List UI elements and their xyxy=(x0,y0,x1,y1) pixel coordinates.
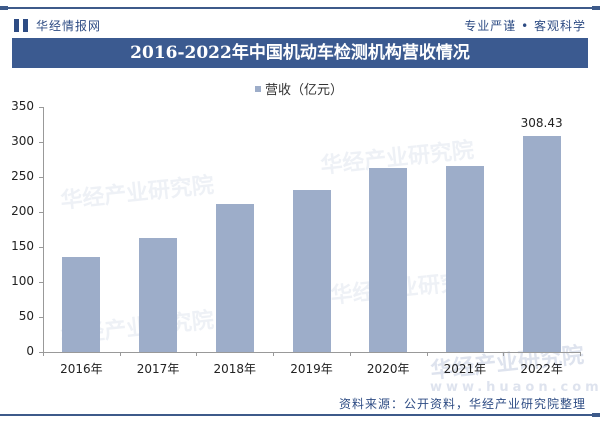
brand-logo: 华经情报网 xyxy=(14,17,101,34)
y-tick-label: 0 xyxy=(26,344,34,358)
brand-name: 华经情报网 xyxy=(36,19,102,33)
slogan: 专业严谨 • 客观科学 xyxy=(464,19,586,33)
y-tick xyxy=(39,212,43,213)
x-tick xyxy=(503,352,505,356)
x-tick-label: 2022年 xyxy=(520,362,563,376)
watermark-site: www.huaon.com xyxy=(430,380,600,395)
x-tick-label: 2021年 xyxy=(443,362,487,376)
y-axis xyxy=(43,107,44,352)
bar-2018年 xyxy=(215,204,254,352)
x-tick xyxy=(580,352,581,356)
legend-swatch-icon xyxy=(255,85,261,92)
legend-label: 营收（亿元） xyxy=(265,83,344,98)
x-tick-label: 2017年 xyxy=(136,362,180,376)
chart-title: 2016-2022年中国机动车检测机构营收情况 xyxy=(12,38,588,68)
x-tick-label: 2018年 xyxy=(213,362,257,376)
y-tick xyxy=(39,352,43,353)
y-tick-label: 50 xyxy=(18,309,34,323)
x-tick-label: 2020年 xyxy=(366,362,410,376)
x-tick-label: 2016年 xyxy=(60,362,103,376)
y-tick-label: 350 xyxy=(11,99,34,113)
top-divider xyxy=(0,6,600,10)
bar-2022年 xyxy=(522,136,561,352)
legend: 营收（亿元） xyxy=(255,79,343,98)
x-tick xyxy=(43,352,44,356)
bottom-divider xyxy=(0,413,600,417)
y-tick-label: 100 xyxy=(11,274,34,288)
watermark: 华经产业研究院 xyxy=(59,173,216,214)
x-tick xyxy=(196,352,198,356)
y-tick-label: 300 xyxy=(11,134,34,148)
book-logo-icon xyxy=(14,19,28,32)
y-tick xyxy=(39,107,43,108)
x-tick xyxy=(349,352,351,356)
y-tick-label: 200 xyxy=(11,204,34,218)
x-tick xyxy=(119,352,121,356)
header: 华经情报网 专业严谨 • 客观科学 xyxy=(0,12,600,36)
y-tick xyxy=(39,317,43,318)
bar-2019年 xyxy=(292,190,331,352)
bar-2021年 xyxy=(445,165,484,352)
bar-2017年 xyxy=(139,237,178,352)
y-tick xyxy=(39,142,43,143)
source-note: 资料来源：公开资料，华经产业研究院整理 xyxy=(338,397,586,411)
y-tick xyxy=(39,282,43,283)
y-tick xyxy=(39,247,43,248)
y-tick xyxy=(39,177,43,178)
data-label: 308.43 xyxy=(520,116,563,131)
bar-2020年 xyxy=(369,167,408,352)
x-axis xyxy=(43,352,580,353)
x-tick xyxy=(273,352,275,356)
bar-2016年 xyxy=(62,256,101,352)
x-tick xyxy=(426,352,428,356)
x-tick-label: 2019年 xyxy=(290,362,333,376)
y-tick-label: 250 xyxy=(11,169,34,183)
y-tick-label: 150 xyxy=(11,239,34,253)
